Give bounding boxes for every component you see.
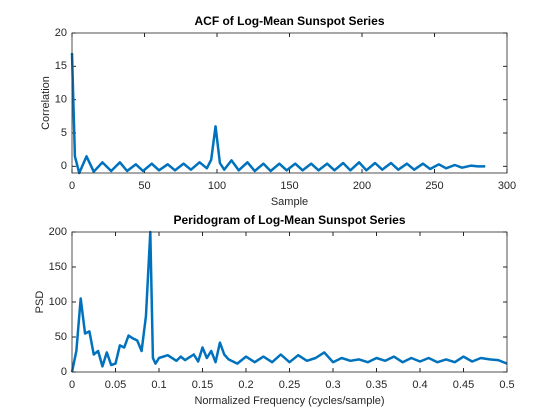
y-tick-label: 0 xyxy=(61,160,67,172)
axes-box xyxy=(71,32,508,174)
y-axis-label: PSD xyxy=(34,291,46,314)
data-line xyxy=(70,52,486,175)
x-tick-label: 150 xyxy=(280,180,298,192)
y-tick-label: 20 xyxy=(55,27,67,39)
x-tick-label: 0.15 xyxy=(192,379,213,391)
x-tick-label: 250 xyxy=(425,180,443,192)
axes-box xyxy=(71,231,508,373)
x-tick-label: 0.05 xyxy=(105,379,126,391)
y-tick-label: 10 xyxy=(55,94,67,106)
y-tick-label: 15 xyxy=(55,60,67,72)
x-tick-label: 0 xyxy=(69,379,75,391)
chart-title: Peridogram of Log-Mean Sunspot Series xyxy=(173,213,405,227)
y-tick-label: 200 xyxy=(49,226,67,238)
data-line xyxy=(70,230,508,373)
y-tick-label: 0 xyxy=(61,366,67,378)
y-tick-label: 150 xyxy=(49,261,67,273)
x-axis-label: Normalized Frequency (cycles/sample) xyxy=(194,395,384,407)
x-tick-label: 0.45 xyxy=(453,379,474,391)
x-tick-label: 0.3 xyxy=(325,379,340,391)
y-axis-label: Correlation xyxy=(40,76,52,130)
x-tick-label: 0.4 xyxy=(412,379,427,391)
y-tick-label: 100 xyxy=(49,296,67,308)
x-tick-label: 300 xyxy=(498,180,516,192)
x-axis-label: Sample xyxy=(271,196,308,208)
x-tick-label: 0.5 xyxy=(499,379,514,391)
x-tick-label: 0.25 xyxy=(279,379,300,391)
x-tick-label: 200 xyxy=(353,180,371,192)
y-tick-label: 50 xyxy=(55,331,67,343)
x-tick-label: 0.1 xyxy=(151,379,166,391)
y-tick-label: 5 xyxy=(61,127,67,139)
plot-area xyxy=(72,33,507,173)
x-tick-label: 0.35 xyxy=(366,379,387,391)
plot-area xyxy=(72,232,507,372)
x-tick-label: 50 xyxy=(138,180,150,192)
x-tick-label: 0 xyxy=(69,180,75,192)
x-tick-label: 0.2 xyxy=(238,379,253,391)
chart-title: ACF of Log-Mean Sunspot Series xyxy=(194,14,384,28)
x-tick-label: 100 xyxy=(208,180,226,192)
